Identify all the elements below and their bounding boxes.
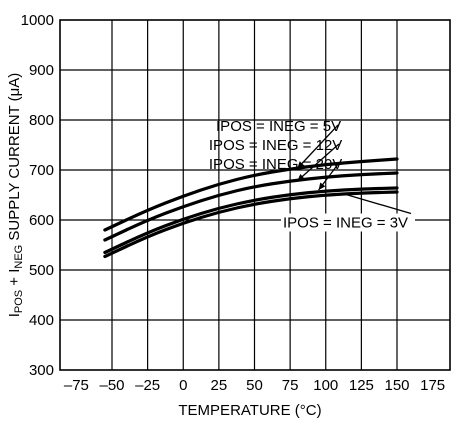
- tick-labels: –75 –50 –25 0 25 50 75 100 125 150 175 300 400 500 600…: [21, 12, 446, 394]
- annotation-leader: [344, 193, 412, 215]
- series-group: [103, 157, 399, 259]
- x-tick-label: 150: [384, 377, 409, 394]
- grid: [60, 20, 450, 370]
- annotation-leader: [296, 143, 340, 182]
- plot-frame: [59, 19, 451, 371]
- x-tick-label: 0: [179, 377, 187, 394]
- series-line-1: [103, 157, 399, 232]
- annotation-leader: [296, 124, 339, 169]
- y-label-part-i1: I: [6, 313, 23, 317]
- y-tick-label: 900: [29, 62, 54, 79]
- y-tick-label: 700: [29, 162, 54, 179]
- y-tick-label: 1000: [21, 12, 54, 29]
- y-label-sub-neg: NEG: [13, 245, 25, 269]
- x-tick-label: –50: [99, 377, 124, 394]
- annotation-arrowhead: [297, 161, 305, 169]
- x-tick-label: 100: [313, 377, 338, 394]
- x-tick-label: –25: [135, 377, 160, 394]
- x-tick-label: 175: [420, 377, 445, 394]
- y-tick-label: 800: [29, 112, 54, 129]
- annotation-bg: [281, 213, 415, 232]
- y-tick-label: 300: [29, 362, 54, 379]
- y-axis-label: IPOS + INEG SUPPLY CURRENT (μA): [6, 73, 25, 318]
- y-label-part-mid: + I: [6, 269, 23, 290]
- y-label-sub-pos: POS: [13, 290, 25, 313]
- series-line-3: [103, 186, 399, 255]
- annotations: IPOS = INEG = 5V IPOS = INEG = 12V IPOS = …: [209, 118, 415, 232]
- annotation-arrowhead: [318, 182, 326, 190]
- x-tick-label: 50: [246, 377, 263, 394]
- y-tick-label: 500: [29, 262, 54, 279]
- series-line-4: [103, 190, 399, 259]
- x-axis-label: TEMPERATURE (°C): [178, 402, 321, 419]
- x-tick-label: 125: [349, 377, 374, 394]
- x-tick-label: –75: [64, 377, 89, 394]
- x-tick-label: 75: [282, 377, 299, 394]
- annotation-label-4: IPOS = INEG = 3V: [283, 215, 408, 232]
- y-label-part-rest: SUPPLY CURRENT (μA): [6, 73, 23, 245]
- annotation-label-3: IPOS = INEG = 20V: [209, 156, 342, 173]
- annotation-label-2: IPOS = INEG = 12V: [209, 137, 342, 154]
- series-line-2: [103, 171, 399, 242]
- annotation-arrowhead: [297, 173, 305, 181]
- y-tick-label: 600: [29, 212, 54, 229]
- x-tick-label: 25: [211, 377, 228, 394]
- y-tick-label: 400: [29, 312, 54, 329]
- annotation-label-1: IPOS = INEG = 5V: [216, 118, 341, 135]
